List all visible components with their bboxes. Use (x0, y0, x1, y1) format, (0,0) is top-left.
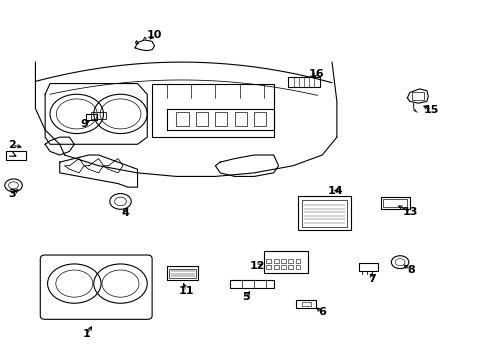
Bar (301, 201, 346, 227)
Text: 10: 10 (146, 30, 162, 40)
Bar (215, 112, 227, 126)
Bar (380, 197, 409, 208)
Bar (266, 259, 271, 263)
Text: 14: 14 (327, 186, 343, 197)
Text: 2: 2 (8, 140, 16, 150)
Bar (281, 259, 285, 263)
Bar (176, 112, 188, 126)
Text: 13: 13 (402, 207, 418, 217)
Bar (229, 280, 273, 288)
Bar (382, 199, 407, 207)
Text: 16: 16 (308, 68, 324, 78)
Text: 11: 11 (178, 286, 194, 296)
Text: 12: 12 (249, 261, 265, 271)
Bar (295, 265, 300, 269)
Text: 8: 8 (406, 265, 414, 275)
Bar (234, 112, 246, 126)
Bar (297, 196, 351, 230)
Text: 1: 1 (82, 329, 90, 339)
Bar (358, 263, 377, 271)
Bar (266, 265, 271, 269)
Bar (6, 152, 26, 160)
Text: 5: 5 (242, 292, 249, 302)
Bar (287, 265, 292, 269)
Bar (196, 112, 207, 126)
Bar (295, 300, 315, 307)
Text: 6: 6 (318, 307, 325, 317)
Bar (273, 265, 278, 269)
Bar (411, 93, 424, 100)
Text: 7: 7 (367, 274, 375, 284)
Bar (169, 269, 196, 278)
Bar (91, 112, 106, 118)
Text: 15: 15 (423, 105, 439, 115)
Text: 3: 3 (8, 189, 16, 199)
Bar (295, 259, 300, 263)
Bar (254, 112, 266, 126)
Bar (264, 251, 307, 273)
Text: 9: 9 (80, 118, 88, 129)
Bar (166, 266, 198, 280)
Bar (287, 259, 292, 263)
Bar (281, 265, 285, 269)
Bar (287, 77, 319, 87)
Bar (86, 113, 97, 120)
Text: 4: 4 (121, 208, 129, 218)
Bar (273, 259, 278, 263)
Bar (301, 302, 310, 306)
